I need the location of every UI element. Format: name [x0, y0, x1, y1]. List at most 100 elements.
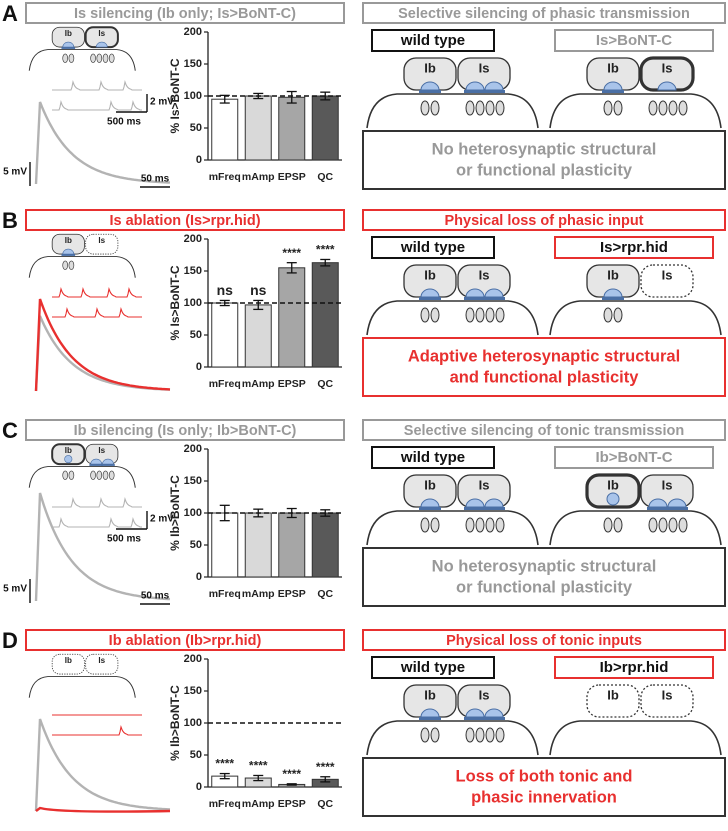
- muscle: [366, 93, 539, 129]
- bar: [211, 98, 239, 161]
- bouton: [586, 684, 640, 718]
- bouton-label: Ib: [65, 236, 72, 245]
- muscle: [28, 676, 136, 698]
- active-zone: [62, 41, 75, 48]
- title-box: [25, 209, 345, 231]
- x-tick-label: EPSP: [278, 588, 306, 600]
- mini-trace: [52, 80, 142, 91]
- receptor: [475, 517, 485, 533]
- genotype-box: [371, 446, 495, 469]
- active-zone: [90, 458, 103, 465]
- genotype-label: wild type: [400, 449, 465, 466]
- active-zone: [667, 498, 687, 508]
- receptor: [475, 727, 485, 743]
- receptor: [108, 53, 115, 63]
- nmj-schematic: Ib Is: [28, 653, 136, 698]
- psd: [419, 90, 441, 93]
- active-zone: [606, 492, 620, 506]
- panel-letter: B: [2, 208, 18, 233]
- significance-label: ****: [316, 243, 335, 257]
- psd: [419, 717, 441, 720]
- title-box: [25, 629, 345, 651]
- receptor: [90, 53, 96, 63]
- receptor: [475, 100, 485, 116]
- y-tick-label: 50: [190, 122, 202, 134]
- receptor: [485, 727, 495, 743]
- x-tick-label: mAmp: [242, 378, 275, 390]
- significance-label: ****: [215, 757, 234, 771]
- y-axis-label: % Is>BoNT-C: [168, 58, 182, 133]
- scale-label: 2 mV: [150, 514, 174, 525]
- receptor: [603, 307, 613, 323]
- psd: [483, 507, 505, 510]
- x-tick-label: mFreq: [209, 588, 241, 600]
- active-zone: [64, 455, 73, 464]
- x-tick-label: QC: [317, 171, 333, 183]
- receptor: [485, 100, 495, 116]
- scale-label: 50 ms: [141, 591, 170, 602]
- psd: [419, 507, 441, 510]
- panel-letter: C: [2, 418, 18, 443]
- receptor: [603, 100, 613, 116]
- significance-label: ns: [250, 282, 267, 298]
- significance-label: ns: [217, 282, 234, 298]
- psd: [419, 297, 441, 300]
- bouton-label: Is: [98, 236, 105, 245]
- muscle: [366, 510, 539, 546]
- bouton-label: Is: [479, 267, 490, 282]
- y-tick-label: 200: [184, 233, 202, 245]
- bouton: [85, 653, 119, 675]
- y-tick-label: 0: [196, 154, 202, 166]
- bouton-label: Is: [662, 477, 673, 492]
- psd: [464, 507, 486, 510]
- muscle: [366, 300, 539, 336]
- active-zone: [465, 708, 485, 718]
- x-tick-label: EPSP: [278, 378, 306, 390]
- title-box: [25, 419, 345, 441]
- x-tick-label: QC: [317, 588, 333, 600]
- receptor: [495, 727, 505, 743]
- active-zone: [484, 708, 504, 718]
- x-tick-label: EPSP: [278, 171, 306, 183]
- genotype-box: [554, 236, 714, 259]
- bouton: [640, 264, 694, 298]
- scale-label: 500 ms: [107, 117, 141, 128]
- conclusion-text: or functional plasticity: [456, 161, 633, 179]
- significance-label: ****: [282, 246, 301, 260]
- muscle: [28, 466, 136, 488]
- y-tick-label: 100: [184, 507, 202, 519]
- y-tick-label: 150: [184, 58, 202, 70]
- y-tick-label: 50: [190, 749, 202, 761]
- scale-label: 500 ms: [107, 534, 141, 545]
- receptor: [430, 307, 440, 323]
- muscle: [549, 93, 722, 129]
- receptor: [658, 517, 668, 533]
- receptor: [678, 517, 688, 533]
- scale-label: 50 ms: [141, 174, 170, 185]
- y-tick-label: 200: [184, 443, 202, 455]
- bouton: [640, 684, 694, 718]
- receptor: [90, 470, 96, 480]
- x-tick-label: mFreq: [209, 171, 241, 183]
- muscle: [549, 300, 722, 336]
- bouton-label: Is: [662, 60, 673, 75]
- panel-title: Ib ablation (Ib>rpr.hid): [109, 633, 262, 649]
- title-box: [25, 2, 345, 24]
- psd: [61, 254, 76, 256]
- receptor: [648, 100, 658, 116]
- active-zone: [465, 288, 485, 298]
- mini-trace: [52, 517, 142, 528]
- receptor: [62, 470, 68, 480]
- nmj-schematic: Ib Is: [366, 474, 539, 546]
- receptor: [465, 517, 475, 533]
- genotype-label: Ib>rpr.hid: [600, 659, 669, 676]
- receptor: [96, 470, 103, 480]
- active-zone: [603, 288, 623, 298]
- x-tick-label: EPSP: [278, 798, 306, 810]
- y-tick-label: 50: [190, 539, 202, 551]
- receptor: [465, 307, 475, 323]
- genotype-box: [371, 29, 495, 52]
- active-zone: [484, 498, 504, 508]
- scale-label: 5 mV: [3, 584, 27, 595]
- conclusion-box: [362, 130, 726, 190]
